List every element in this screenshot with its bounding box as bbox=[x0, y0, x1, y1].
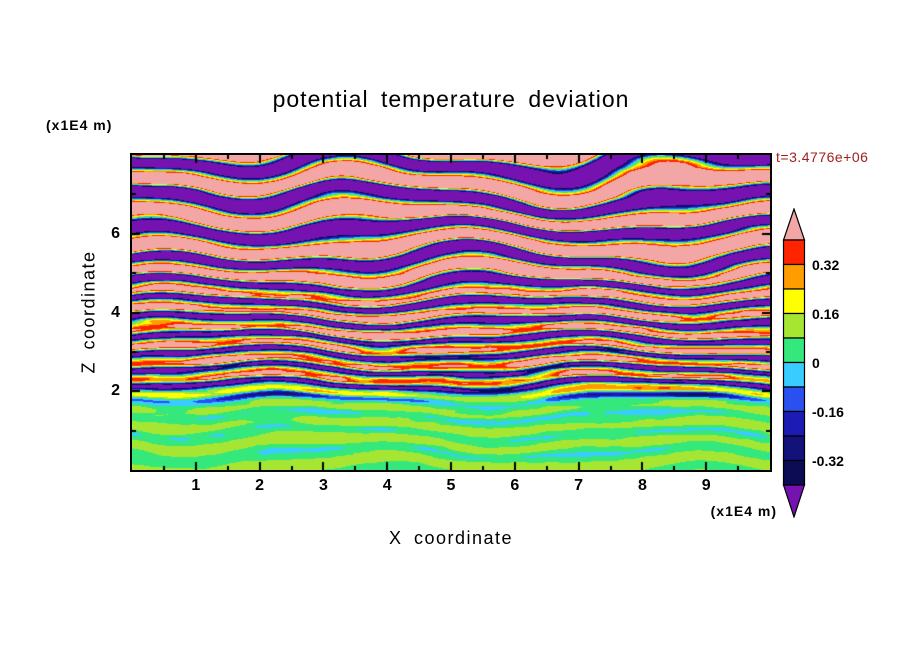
colorbar-band bbox=[782, 337, 806, 364]
colorbar-band bbox=[782, 239, 806, 266]
z-axis-label: Z coordinate bbox=[78, 250, 99, 374]
x-tick-label: 1 bbox=[191, 477, 201, 494]
z-axis-unit: (x1E4 m) bbox=[46, 117, 113, 133]
z-tick-label: 4 bbox=[111, 303, 120, 321]
colorbar-over-arrow bbox=[782, 208, 806, 241]
z-tick-label: 2 bbox=[111, 382, 120, 400]
field-canvas bbox=[132, 155, 770, 470]
x-tick-label: 7 bbox=[574, 477, 584, 494]
plot-frame bbox=[130, 153, 772, 472]
colorbar-band bbox=[782, 459, 806, 486]
colorbar-label: 0.32 bbox=[812, 256, 840, 273]
x-tick-label: 3 bbox=[318, 477, 328, 494]
x-tick-labels: 1 2 3 4 5 6 7 8 9 bbox=[132, 477, 770, 499]
colorbar-label: 0 bbox=[812, 354, 820, 371]
x-tick-label: 4 bbox=[382, 477, 392, 494]
colorbar-label: -0.32 bbox=[812, 452, 844, 469]
x-tick-label: 8 bbox=[637, 477, 647, 494]
x-tick-label: 9 bbox=[701, 477, 711, 494]
x-tick-label: 5 bbox=[446, 477, 456, 494]
colorbar-band bbox=[782, 263, 806, 290]
colorbar-label: -0.16 bbox=[812, 403, 844, 420]
x-axis-label: X coordinate bbox=[388, 528, 514, 548]
colorbar-band bbox=[782, 288, 806, 315]
plot-title: potential temperature deviation bbox=[272, 86, 630, 112]
colorbar-band bbox=[782, 435, 806, 462]
colorbar-band bbox=[782, 312, 806, 339]
z-tick-label: 6 bbox=[111, 224, 120, 242]
colorbar-band bbox=[782, 386, 806, 413]
colorbar-label: 0.16 bbox=[812, 305, 840, 322]
x-tick-label: 2 bbox=[255, 477, 265, 494]
z-tick-labels: 2 4 6 bbox=[0, 155, 120, 470]
x-axis-unit: (x1E4 m) bbox=[710, 503, 777, 519]
x-tick-label: 6 bbox=[510, 477, 520, 494]
colorbar-under-arrow bbox=[782, 484, 806, 518]
colorbar bbox=[782, 208, 806, 518]
colorbar-band bbox=[782, 361, 806, 388]
timestamp-label: t=3.4776e+06 bbox=[776, 149, 869, 165]
colorbar-band bbox=[782, 410, 806, 437]
